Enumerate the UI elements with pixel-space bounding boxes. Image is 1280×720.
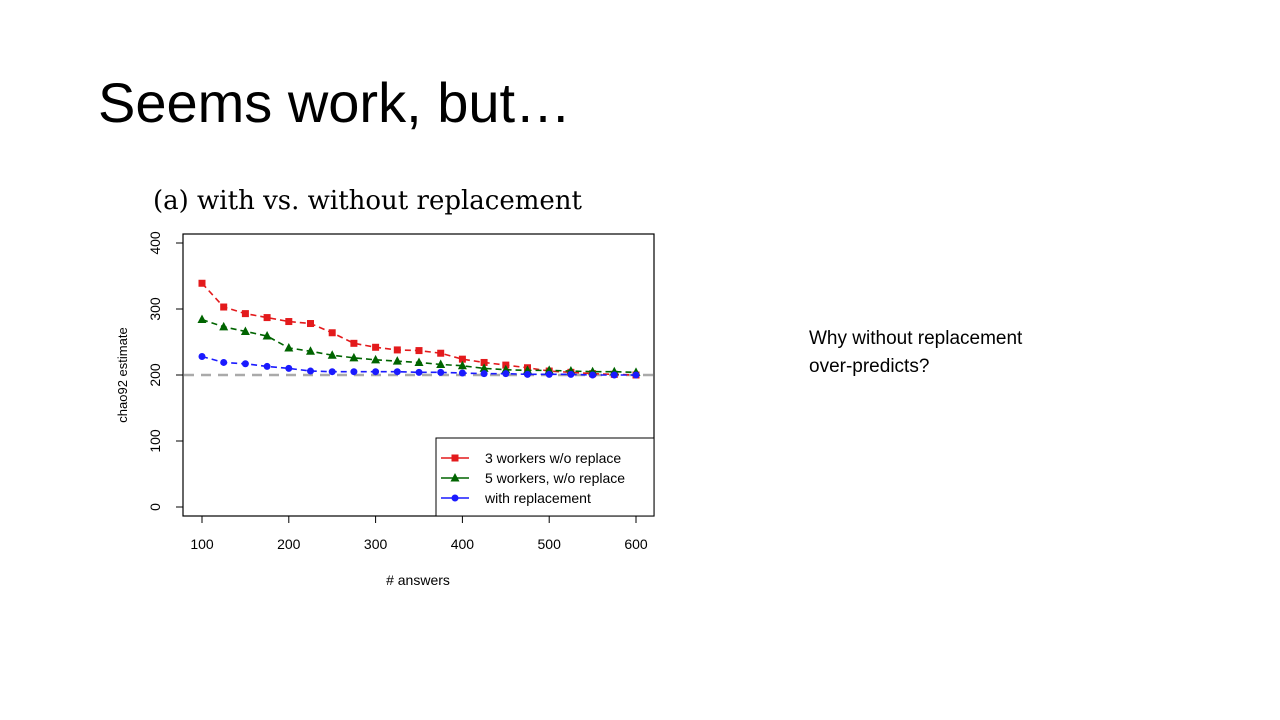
side-note-line-1: Why without replacement bbox=[809, 328, 1023, 349]
data-point bbox=[371, 354, 381, 364]
chart-title: (a) with vs. without replacement bbox=[153, 186, 583, 216]
series-layer bbox=[197, 279, 641, 379]
x-tick-label: 200 bbox=[277, 536, 301, 552]
x-tick-label: 500 bbox=[538, 536, 562, 552]
series-2 bbox=[198, 353, 640, 379]
data-point bbox=[285, 364, 293, 372]
slide-title: Seems work, but… bbox=[98, 71, 572, 134]
data-point bbox=[198, 353, 206, 361]
y-tick-label: 400 bbox=[147, 231, 163, 255]
x-tick-label: 600 bbox=[624, 536, 648, 552]
data-point bbox=[545, 370, 553, 378]
data-point bbox=[327, 350, 337, 359]
data-point bbox=[241, 310, 249, 318]
data-point bbox=[263, 362, 271, 370]
data-point bbox=[502, 370, 510, 378]
x-axis-label: # answers bbox=[386, 572, 450, 588]
data-point bbox=[437, 368, 445, 376]
legend-marker bbox=[451, 494, 459, 502]
data-point bbox=[393, 368, 401, 376]
data-point bbox=[263, 314, 271, 322]
data-point bbox=[328, 368, 336, 376]
legend-label: 5 workers, w/o replace bbox=[485, 470, 625, 486]
data-point bbox=[567, 370, 575, 378]
data-point bbox=[262, 331, 272, 340]
data-point bbox=[393, 346, 401, 354]
side-note-line-2: over-predicts? bbox=[809, 356, 930, 377]
x-tick-label: 300 bbox=[364, 536, 388, 552]
data-point bbox=[328, 329, 336, 337]
data-point bbox=[349, 352, 359, 362]
data-point bbox=[241, 360, 249, 368]
x-tick-label: 400 bbox=[451, 536, 475, 552]
data-point bbox=[414, 357, 424, 366]
data-point bbox=[372, 343, 380, 351]
series-line bbox=[201, 355, 636, 376]
legend: 3 workers w/o replace 5 workers, w/o repl… bbox=[435, 437, 655, 517]
legend-marker bbox=[450, 473, 460, 482]
x-tick-label: 100 bbox=[190, 536, 214, 552]
data-point bbox=[372, 368, 380, 376]
data-point bbox=[458, 355, 466, 363]
data-point bbox=[479, 363, 489, 372]
data-point bbox=[219, 321, 229, 331]
data-point bbox=[198, 279, 206, 287]
data-point bbox=[480, 370, 488, 378]
data-point bbox=[458, 369, 466, 377]
legend-label: with replacement bbox=[484, 490, 591, 506]
y-tick-label: 0 bbox=[147, 503, 163, 511]
data-point bbox=[437, 349, 445, 357]
data-point bbox=[220, 303, 228, 311]
data-point bbox=[285, 318, 293, 326]
data-point bbox=[524, 370, 531, 378]
data-point bbox=[350, 368, 358, 376]
data-point bbox=[307, 367, 314, 375]
data-point bbox=[284, 342, 294, 352]
legend-label: 3 workers w/o replace bbox=[485, 450, 621, 466]
data-point bbox=[589, 371, 597, 379]
legend-marker bbox=[451, 454, 459, 462]
side-note: Why without replacement over-predicts? bbox=[809, 325, 1022, 381]
data-point bbox=[457, 360, 467, 370]
data-point bbox=[197, 314, 207, 324]
data-point bbox=[480, 358, 488, 366]
data-point bbox=[632, 371, 640, 379]
data-point bbox=[415, 368, 423, 376]
y-axis-label: chao92 estimate bbox=[115, 327, 130, 422]
data-point bbox=[220, 358, 228, 366]
data-point bbox=[415, 347, 423, 355]
y-tick-label: 100 bbox=[147, 429, 163, 453]
data-point bbox=[392, 356, 402, 365]
data-point bbox=[240, 326, 250, 335]
legend-box bbox=[435, 437, 655, 517]
data-point bbox=[610, 371, 618, 379]
y-tick-label: 300 bbox=[147, 297, 163, 321]
data-point bbox=[436, 359, 446, 368]
data-point bbox=[307, 320, 314, 328]
y-tick-label: 200 bbox=[147, 363, 163, 387]
data-point bbox=[350, 339, 358, 347]
data-point bbox=[306, 346, 315, 355]
series-1 bbox=[197, 314, 641, 376]
